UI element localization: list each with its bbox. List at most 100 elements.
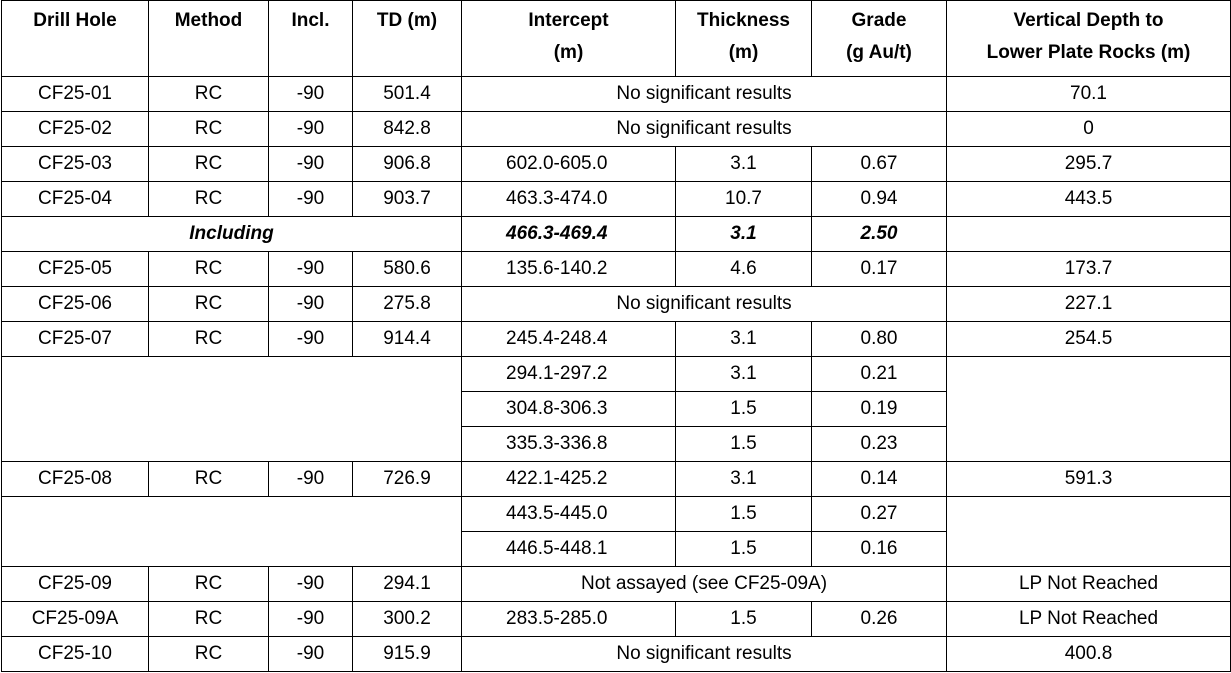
cell: CF25-04 bbox=[1, 181, 149, 217]
cell: -90 bbox=[268, 111, 353, 147]
cell: 1.5 bbox=[675, 601, 812, 637]
column-header: Drill Hole bbox=[1, 0, 149, 77]
cell: -90 bbox=[268, 286, 353, 322]
cell: RC bbox=[148, 286, 269, 322]
cell: CF25-01 bbox=[1, 76, 149, 112]
cell: 0.94 bbox=[811, 181, 947, 217]
cell: RC bbox=[148, 146, 269, 182]
cell: RC bbox=[148, 566, 269, 602]
table-row: CF25-09 RC -90 294.1 Not assayed (see CF25-0… bbox=[1, 566, 1231, 602]
column-header: Thickness (m) bbox=[675, 0, 812, 77]
cell: 254.5 bbox=[946, 321, 1231, 357]
cell: CF25-09 bbox=[1, 566, 149, 602]
cell: 602.0-605.0 bbox=[461, 146, 676, 182]
cell: 294.1-297.2 bbox=[461, 356, 676, 392]
cell: 0.27 bbox=[811, 496, 947, 532]
column-header: Vertical Depth to Lower Plate Rocks (m) bbox=[946, 0, 1231, 77]
cell: RC bbox=[148, 636, 269, 672]
cell: CF25-08 bbox=[1, 461, 149, 497]
cell: 3.1 bbox=[675, 216, 812, 252]
cell: 726.9 bbox=[352, 461, 462, 497]
cell: CF25-06 bbox=[1, 286, 149, 322]
cell: 135.6-140.2 bbox=[461, 251, 676, 287]
cell: RC bbox=[148, 251, 269, 287]
empty-cell bbox=[946, 496, 1231, 567]
cell: 283.5-285.0 bbox=[461, 601, 676, 637]
column-header: Grade (g Au/t) bbox=[811, 0, 947, 77]
cell: 3.1 bbox=[675, 146, 812, 182]
cell: RC bbox=[148, 601, 269, 637]
cell: 173.7 bbox=[946, 251, 1231, 287]
cell: 0.19 bbox=[811, 391, 947, 427]
table-row: CF25-03 RC -90 906.8 602.0-605.0 3.1 0.67 295.7 bbox=[1, 146, 1231, 182]
table-row: CF25-10 RC -90 915.9 No significant results 4… bbox=[1, 636, 1231, 672]
cell: RC bbox=[148, 461, 269, 497]
table-row: CF25-08 RC -90 726.9 422.1-425.2 3.1 0.14 591.3 bbox=[1, 461, 1231, 497]
cell: CF25-10 bbox=[1, 636, 149, 672]
cell: 0.80 bbox=[811, 321, 947, 357]
cell: -90 bbox=[268, 251, 353, 287]
cell: No significant results bbox=[461, 111, 947, 147]
cell: No significant results bbox=[461, 636, 947, 672]
cell: 903.7 bbox=[352, 181, 462, 217]
cell: 422.1-425.2 bbox=[461, 461, 676, 497]
cell: 3.1 bbox=[675, 461, 812, 497]
table-row: 304.8-306.3 1.5 0.19 bbox=[2, 391, 1231, 427]
cell: 0.26 bbox=[811, 601, 947, 637]
cell: 443.5 bbox=[946, 181, 1231, 217]
cell: -90 bbox=[268, 636, 353, 672]
cell: 335.3-336.8 bbox=[461, 426, 676, 462]
cell: 580.6 bbox=[352, 251, 462, 287]
cell: 275.8 bbox=[352, 286, 462, 322]
cell: 1.5 bbox=[675, 496, 812, 532]
cell: 3.1 bbox=[675, 321, 812, 357]
empty-cell bbox=[946, 216, 1231, 252]
cell: RC bbox=[148, 321, 269, 357]
cell: -90 bbox=[268, 181, 353, 217]
header-row: Drill Hole Method Incl. TD (m) Intercept (m)… bbox=[1, 0, 1231, 77]
cell: CF25-07 bbox=[1, 321, 149, 357]
cell: CF25-03 bbox=[1, 146, 149, 182]
cell: 1.5 bbox=[675, 391, 812, 427]
cell: CF25-05 bbox=[1, 251, 149, 287]
table-row: CF25-05 RC -90 580.6 135.6-140.2 4.6 0.17 173.7 bbox=[1, 251, 1231, 287]
cell: 294.1 bbox=[352, 566, 462, 602]
cell: 295.7 bbox=[946, 146, 1231, 182]
cell: 446.5-448.1 bbox=[461, 531, 676, 567]
cell: 463.3-474.0 bbox=[461, 181, 676, 217]
cell: No significant results bbox=[461, 76, 947, 112]
cell: 1.5 bbox=[675, 531, 812, 567]
cell: 2.50 bbox=[811, 216, 947, 252]
table-row: CF25-04 RC -90 903.7 463.3-474.0 10.7 0.94 443.… bbox=[1, 181, 1231, 217]
cell: 0 bbox=[946, 111, 1231, 147]
cell: RC bbox=[148, 181, 269, 217]
cell: 591.3 bbox=[946, 461, 1231, 497]
table-row: 335.3-336.8 1.5 0.23 bbox=[2, 426, 1231, 462]
cell: 245.4-248.4 bbox=[461, 321, 676, 357]
column-header: Incl. bbox=[268, 0, 353, 77]
table-row: 294.1-297.2 3.1 0.21 bbox=[1, 356, 1231, 462]
cell: 0.21 bbox=[811, 356, 947, 392]
table-row: CF25-09A RC -90 300.2 283.5-285.0 1.5 0.26 LP N… bbox=[1, 601, 1231, 637]
table-row: CF25-07 RC -90 914.4 245.4-248.4 3.1 0.80 254.5 bbox=[1, 321, 1231, 357]
table-row: 443.5-445.0 1.5 0.27 bbox=[1, 496, 1231, 567]
empty-cell bbox=[946, 356, 1231, 462]
cell: 466.3-469.4 bbox=[461, 216, 676, 252]
table-body: CF25-01 RC -90 501.4 No significant results 7… bbox=[1, 76, 1231, 672]
table-row: 446.5-448.1 1.5 0.16 bbox=[2, 531, 1231, 567]
cell: 70.1 bbox=[946, 76, 1231, 112]
table-row: CF25-06 RC -90 275.8 No significant results 2… bbox=[1, 286, 1231, 322]
cell: -90 bbox=[268, 146, 353, 182]
empty-cell bbox=[1, 496, 462, 567]
cell: -90 bbox=[268, 566, 353, 602]
cell: No significant results bbox=[461, 286, 947, 322]
cell: 0.17 bbox=[811, 251, 947, 287]
table-row: CF25-02 RC -90 842.8 No significant results 0 bbox=[1, 111, 1231, 147]
cell: 0.16 bbox=[811, 531, 947, 567]
cell: -90 bbox=[268, 461, 353, 497]
cell: -90 bbox=[268, 321, 353, 357]
cell: 400.8 bbox=[946, 636, 1231, 672]
cell: CF25-02 bbox=[1, 111, 149, 147]
cell: 1.5 bbox=[675, 426, 812, 462]
